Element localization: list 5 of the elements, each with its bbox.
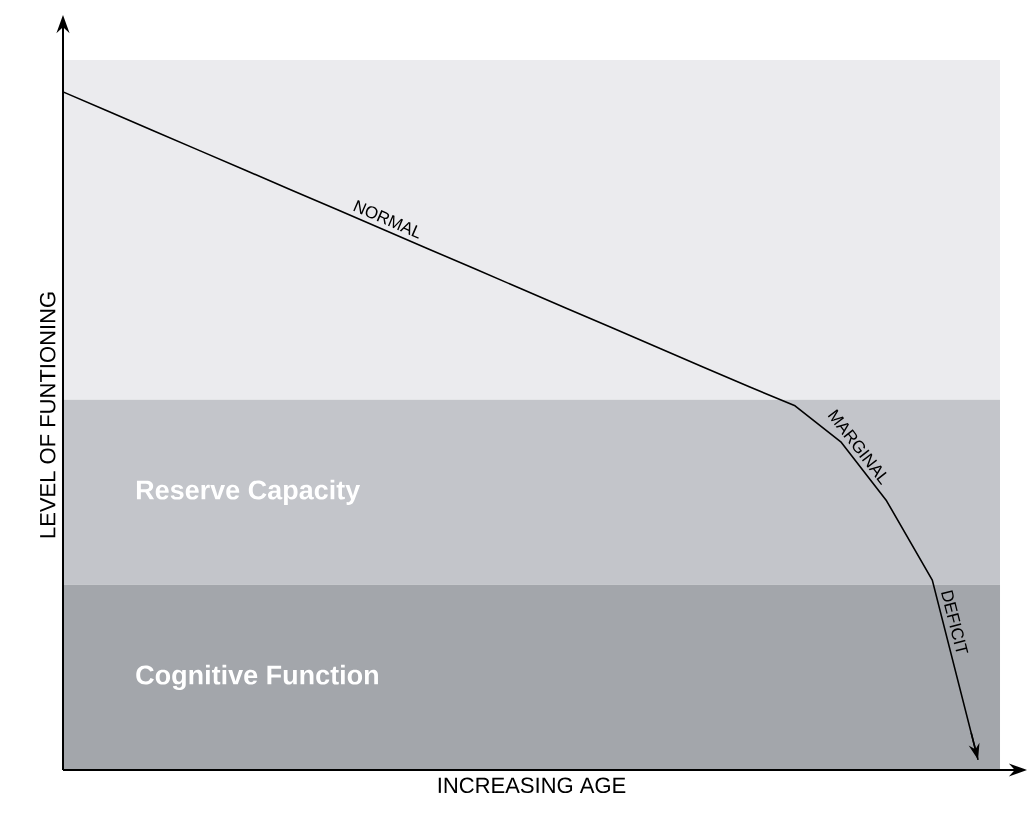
y-axis-title: LEVEL OF FUNTIONING xyxy=(39,292,56,538)
band-label: Cognitive Function xyxy=(136,664,378,691)
band-label: Reserve Capacity xyxy=(136,479,361,505)
x-axis-title: INCREASING AGE xyxy=(438,777,626,794)
annotation: DEFICIT xyxy=(941,590,969,653)
